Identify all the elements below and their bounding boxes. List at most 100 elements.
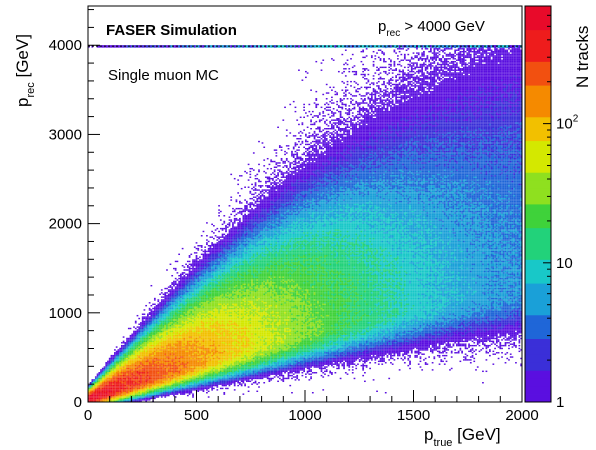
heatmap-cell [138,329,140,330]
heatmap-cell [215,373,217,374]
heatmap-cell [102,378,104,379]
heatmap-cell [126,348,128,349]
heatmap-cell [175,391,177,392]
heatmap-cell [215,345,217,346]
heatmap-cell [185,349,187,350]
heatmap-cell [210,301,212,302]
heatmap-cell [208,343,210,344]
heatmap-cell [164,372,166,373]
heatmap-cell [201,329,203,330]
heatmap-cell [185,301,187,302]
heatmap-cell [192,274,194,275]
heatmap-cell [135,376,137,377]
heatmap-cell [215,258,217,259]
heatmap-cell [100,385,102,386]
heatmap-cell [216,366,218,367]
heatmap-cell [208,382,210,383]
heatmap-cell [185,361,187,362]
heatmap-cell [105,388,107,389]
heatmap-cell [149,342,151,343]
heatmap-cell [138,341,140,342]
heatmap-cell [178,275,180,276]
heatmap-cell [206,274,208,275]
heatmap-cell [142,359,144,360]
heatmap-cell [203,363,205,364]
heatmap-cell [208,262,210,263]
heatmap-cell [216,368,218,369]
heatmap-cell [166,361,168,362]
heatmap-cell [170,359,172,360]
heatmap-cell [189,328,191,329]
heatmap-cell [116,393,118,394]
heatmap-cell [211,373,213,374]
heatmap-cell [142,343,144,344]
heatmap-cell [192,342,194,343]
heatmap-cell [194,261,196,262]
heatmap-cell [216,292,218,293]
heatmap-cell [112,369,114,370]
heatmap-cell [185,381,187,382]
heatmap-cell [124,361,126,362]
heatmap-cell [197,308,199,309]
heatmap-cell [178,332,180,333]
heatmap-cell [104,398,106,399]
heatmap-cell [156,362,158,363]
heatmap-cell [190,305,192,306]
heatmap-cell [187,294,189,295]
heatmap-cell [111,371,113,372]
heatmap-cell [126,393,128,394]
heatmap-cell [215,244,217,245]
heatmap-cell [204,269,206,270]
heatmap-cell [218,294,220,295]
heatmap-cell [140,361,142,362]
heatmap-cell [128,363,130,364]
heatmap-cell [189,331,191,332]
heatmap-cell [91,396,93,397]
heatmap-cell [123,396,125,397]
heatmap-cell [180,289,182,290]
heatmap-cell [175,315,177,316]
heatmap-cell [111,362,113,363]
heatmap-cell [220,308,222,309]
heatmap-cell [175,311,177,312]
heatmap-cell [203,295,205,296]
heatmap-cell [166,319,168,320]
heatmap-cell [157,375,159,376]
heatmap-cell [130,378,132,379]
heatmap-cell [124,363,126,364]
heatmap-cell [124,389,126,390]
heatmap-cell [156,359,158,360]
heatmap-cell [180,388,182,389]
heatmap-cell [151,345,153,346]
heatmap-cell [213,316,215,317]
heatmap-cell [192,288,194,289]
heatmap-cell [142,338,144,339]
heatmap-cell [147,376,149,377]
heatmap-cell [163,302,165,303]
heatmap-cell [201,362,203,363]
heatmap-cell [213,264,215,265]
heatmap-cell [183,362,185,363]
heatmap-cell [147,353,149,354]
heatmap-cell [151,359,153,360]
heatmap-cell [183,353,185,354]
heatmap-cell [180,326,182,327]
heatmap-cell [213,363,215,364]
heatmap-cell [149,345,151,346]
heatmap-cell [133,372,135,373]
heatmap-cell [142,371,144,372]
heatmap-cell [187,308,189,309]
heatmap-cell [208,312,210,313]
heatmap-cell [210,348,212,349]
heatmap-cell [168,388,170,389]
heatmap-cell [210,338,212,339]
heatmap-cell [220,342,222,343]
heatmap-cell [204,251,206,252]
heatmap-cell [173,389,175,390]
heatmap-cell [140,355,142,356]
heatmap-cell [216,381,218,382]
heatmap-cell [199,289,201,290]
heatmap-cell [168,363,170,364]
heatmap-cell [203,376,205,377]
heatmap-cell [111,369,113,370]
